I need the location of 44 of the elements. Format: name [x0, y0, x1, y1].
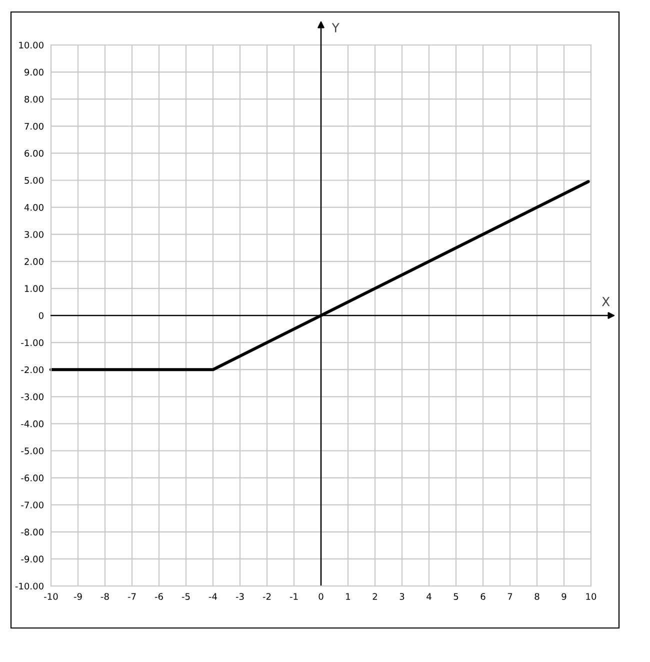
x-tick-label: 3 — [400, 593, 404, 600]
x-tick-label: 4 — [426, 593, 432, 600]
y-tick-label: 6.00 — [24, 150, 44, 157]
x-tick-label: -8 — [100, 593, 109, 600]
x-tick-label: 7 — [508, 593, 512, 600]
x-tick-label: -9 — [74, 593, 82, 600]
y-tick-label: 8.00 — [24, 96, 44, 103]
x-tick-label: 9 — [562, 593, 566, 600]
y-tick-label: 0 — [38, 312, 44, 320]
y-tick-label: 9.00 — [24, 68, 44, 76]
x-tick-label: -1 — [290, 593, 298, 600]
x-tick-label: 5 — [454, 593, 458, 600]
y-tick-label: 4.00 — [24, 204, 44, 211]
y-tick-label: -9.00 — [21, 556, 44, 563]
x-tick-label: 1 — [346, 593, 350, 600]
x-tick-label: -6 — [154, 593, 163, 600]
y-tick-label: 3.00 — [24, 231, 44, 238]
x-tick-label: -2 — [262, 593, 271, 600]
y-tick-label: -5.00 — [21, 447, 44, 454]
y-tick-label: -3.00 — [21, 393, 44, 400]
x-tick-label: 0 — [318, 593, 324, 600]
y-tick-label: -1.00 — [21, 339, 44, 346]
x-tick-label: 8 — [534, 593, 540, 600]
y-tick-label: -2.00 — [21, 366, 44, 374]
y-tick-label: 10.00 — [19, 42, 44, 49]
x-tick-label: -10 — [44, 593, 58, 600]
y-axis-title: Y — [332, 23, 340, 32]
x-tick-label: -4 — [208, 593, 217, 600]
y-tick-label: 5.00 — [24, 176, 44, 184]
y-tick-label: -7.00 — [21, 502, 44, 508]
y-tick-label: 7.00 — [24, 122, 44, 130]
x-tick-label: 2 — [372, 593, 377, 600]
y-tick-label: -4.00 — [21, 420, 44, 428]
x-tick-label: -5 — [182, 593, 190, 600]
y-tick-label: -6.00 — [21, 474, 44, 482]
x-tick-label: 10 — [586, 593, 596, 600]
y-tick-label: -10.00 — [15, 582, 44, 590]
x-tick-label: -3 — [236, 593, 244, 600]
y-tick-label: 2.00 — [24, 258, 44, 265]
x-axis-title: X — [602, 297, 610, 306]
x-tick-label: 6 — [480, 593, 486, 600]
x-tick-label: -7 — [128, 593, 136, 600]
y-tick-label: 1.00 — [24, 285, 44, 292]
y-tick-label: -8.00 — [21, 528, 44, 536]
